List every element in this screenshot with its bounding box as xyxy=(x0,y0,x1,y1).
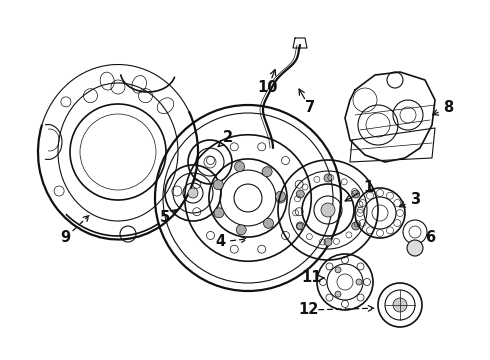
Text: 2: 2 xyxy=(223,130,233,145)
Circle shape xyxy=(275,193,286,203)
Circle shape xyxy=(393,298,407,312)
Circle shape xyxy=(352,190,360,198)
Circle shape xyxy=(214,208,224,218)
Circle shape xyxy=(324,238,332,246)
Text: 5: 5 xyxy=(160,211,170,225)
Circle shape xyxy=(321,203,335,217)
Circle shape xyxy=(275,191,286,201)
Text: 11: 11 xyxy=(302,270,322,285)
Circle shape xyxy=(213,180,223,190)
Text: 4: 4 xyxy=(215,234,225,249)
Text: 10: 10 xyxy=(258,81,278,95)
Text: 8: 8 xyxy=(443,100,453,116)
Circle shape xyxy=(296,190,304,198)
Circle shape xyxy=(356,279,362,285)
Circle shape xyxy=(236,225,246,235)
Text: 6: 6 xyxy=(425,230,435,246)
Text: 3: 3 xyxy=(410,193,420,207)
Circle shape xyxy=(352,222,360,230)
Circle shape xyxy=(262,167,272,177)
Circle shape xyxy=(407,240,423,256)
Circle shape xyxy=(335,291,341,297)
Circle shape xyxy=(296,222,304,230)
Text: 7: 7 xyxy=(305,100,315,116)
Text: 9: 9 xyxy=(60,230,70,246)
Circle shape xyxy=(335,267,341,273)
Circle shape xyxy=(188,188,198,198)
Text: 12: 12 xyxy=(298,302,318,318)
Circle shape xyxy=(264,218,273,228)
Circle shape xyxy=(235,162,245,172)
Circle shape xyxy=(324,174,332,182)
Text: 1: 1 xyxy=(363,180,373,195)
